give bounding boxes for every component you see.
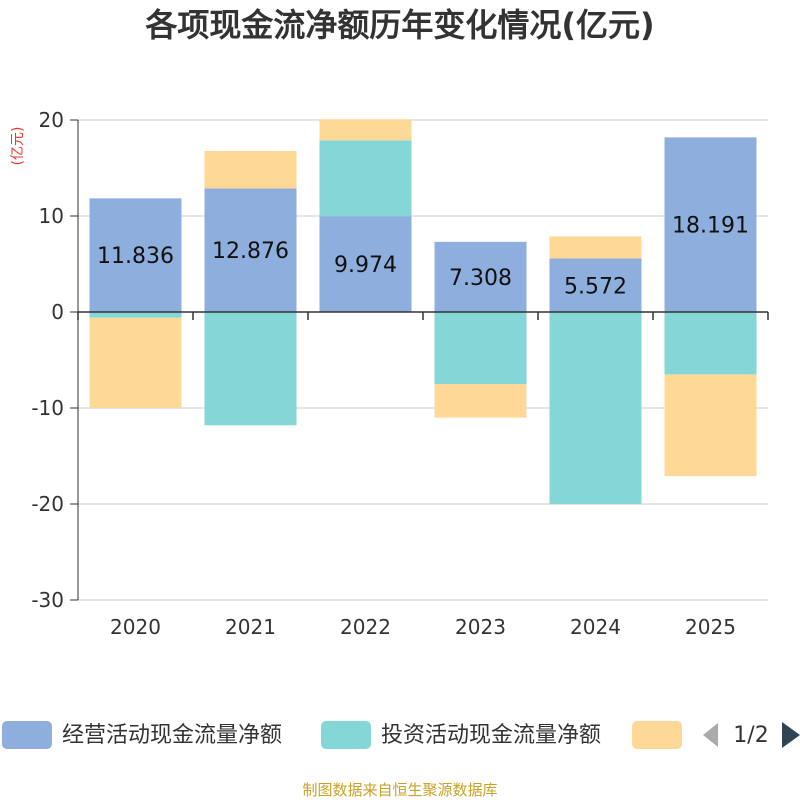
legend-swatch-financing — [632, 721, 682, 749]
axes: 20 10 0 -10 -20 -30 2020 2021 2022 2023 2024 2025 — [31, 108, 769, 639]
y-axis-unit-label: (亿元) — [10, 127, 26, 166]
bar-financing-2021[interactable] — [204, 150, 297, 189]
grid-lines — [78, 119, 768, 601]
bar-operating-2023[interactable] — [434, 241, 527, 312]
y-tick-label: 0 — [51, 300, 64, 324]
bar-investing-2021[interactable] — [204, 312, 297, 426]
y-tick-label: 20 — [39, 108, 64, 132]
bar-investing-2022[interactable] — [319, 140, 412, 217]
data-label-2021: 12.876 — [212, 239, 289, 264]
x-tick-label: 2020 — [110, 615, 161, 639]
y-tick-label: -20 — [31, 492, 64, 516]
chart-title: 各项现金流净额历年变化情况(亿元) — [145, 6, 654, 44]
y-tick-label: -30 — [31, 588, 64, 612]
bar-investing-2023[interactable] — [434, 312, 527, 384]
legend-item-financing[interactable] — [632, 721, 682, 749]
legend-item-operating[interactable]: 经营活动现金流量净额 — [2, 721, 282, 749]
data-source-note: 制图数据来自恒生聚源数据库 — [302, 781, 497, 799]
bar-financing-2025[interactable] — [664, 374, 757, 477]
data-label-2025: 18.191 — [672, 214, 749, 239]
data-label-2020: 11.836 — [97, 244, 174, 269]
legend-item-investing[interactable]: 投资活动现金流量净额 — [321, 721, 601, 749]
legend-prev-page-icon[interactable] — [703, 723, 718, 747]
x-tick-label: 2025 — [685, 615, 736, 639]
legend-swatch-operating — [2, 721, 52, 749]
x-tick-label: 2021 — [225, 615, 276, 639]
y-tick-label: 10 — [39, 204, 64, 228]
bar-financing-2023[interactable] — [434, 384, 527, 418]
y-tick-label: -10 — [31, 396, 64, 420]
legend: 经营活动现金流量净额 投资活动现金流量净额 1/2 — [2, 721, 800, 749]
bar-operating-2025[interactable] — [664, 137, 757, 312]
data-labels: 11.836 12.876 9.974 7.308 5.572 18.191 — [97, 214, 749, 300]
bar-operating-2022[interactable] — [319, 216, 412, 312]
x-tick-label: 2023 — [455, 615, 506, 639]
bar-operating-2024[interactable] — [549, 258, 642, 312]
data-label-2023: 7.308 — [449, 266, 512, 291]
data-label-2024: 5.572 — [564, 274, 627, 299]
legend-swatch-investing — [321, 721, 371, 749]
bars-layer — [89, 119, 757, 504]
x-tick-label: 2024 — [570, 615, 621, 639]
bar-investing-2020[interactable] — [89, 312, 182, 318]
x-tick-label: 2022 — [340, 615, 391, 639]
bar-financing-2020[interactable] — [89, 317, 182, 408]
bar-financing-2022[interactable] — [319, 119, 412, 141]
bar-investing-2025[interactable] — [664, 312, 757, 375]
bar-operating-2020[interactable] — [89, 198, 182, 312]
legend-label-operating: 经营活动现金流量净额 — [62, 723, 282, 748]
legend-label-investing: 投资活动现金流量净额 — [381, 723, 601, 748]
data-label-2022: 9.974 — [334, 253, 397, 278]
bar-operating-2021[interactable] — [204, 188, 297, 312]
bar-investing-2024[interactable] — [549, 312, 642, 504]
legend-next-page-icon[interactable] — [782, 722, 800, 748]
bar-financing-2024[interactable] — [549, 236, 642, 259]
legend-page-indicator: 1/2 — [733, 723, 768, 748]
